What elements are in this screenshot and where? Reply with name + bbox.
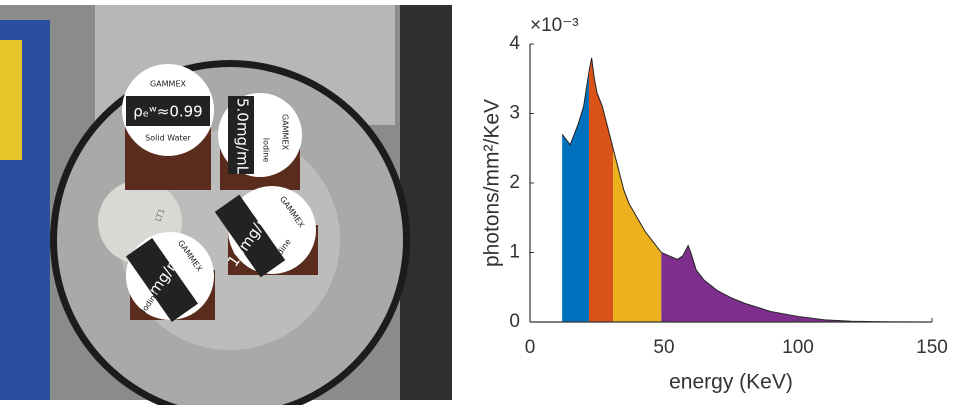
y-tick-label: 1 [509,242,520,263]
label-band [125,238,199,322]
area-outline [661,244,933,323]
label-band [214,194,286,278]
label-band [228,96,254,174]
area-outline [561,71,590,146]
y-tick-label: 0 [509,311,520,332]
label-band [126,96,210,126]
frame [400,5,452,400]
photo-label: Solid Water [145,134,191,143]
photo: GAMMEX ρₑʷ≈0.99 Solid Water GAMMEX 5.0mg… [0,5,452,405]
photo-label: 5.0mg/mL [234,98,252,175]
area-segment [562,71,589,322]
photo-label: ρₑʷ≈0.99 [133,103,202,121]
y-axis-label: photons/mm²/KeV [481,99,504,267]
cylinders [122,64,318,322]
y-exponent: ×10⁻³ [530,15,579,36]
y-tick-label: 3 [509,103,520,124]
x-tick-label: 150 [916,337,948,358]
y-tick-label: 2 [509,172,520,193]
x-tick-label: 0 [525,337,536,358]
yellow-tab [0,40,22,160]
area-segment [588,57,614,323]
chart: ×10⁻³ energy (KeV) photons/mm²/KeV 0 1 2 3 4… [481,15,948,394]
area-segment [613,148,662,322]
area-segment [661,245,932,322]
x-tick-label: 100 [782,337,814,358]
photo-label: GAMMEX [281,114,290,151]
x-tick-label: 50 [653,337,674,358]
photo-label: GAMMEX [150,80,187,89]
photo-label: Iodine [262,138,271,163]
area-outline [612,148,662,253]
area-outline [588,57,614,149]
x-axis-label: energy (KeV) [669,371,793,394]
y-tick-label: 4 [509,33,520,54]
photo-label: LT1 [153,207,166,223]
